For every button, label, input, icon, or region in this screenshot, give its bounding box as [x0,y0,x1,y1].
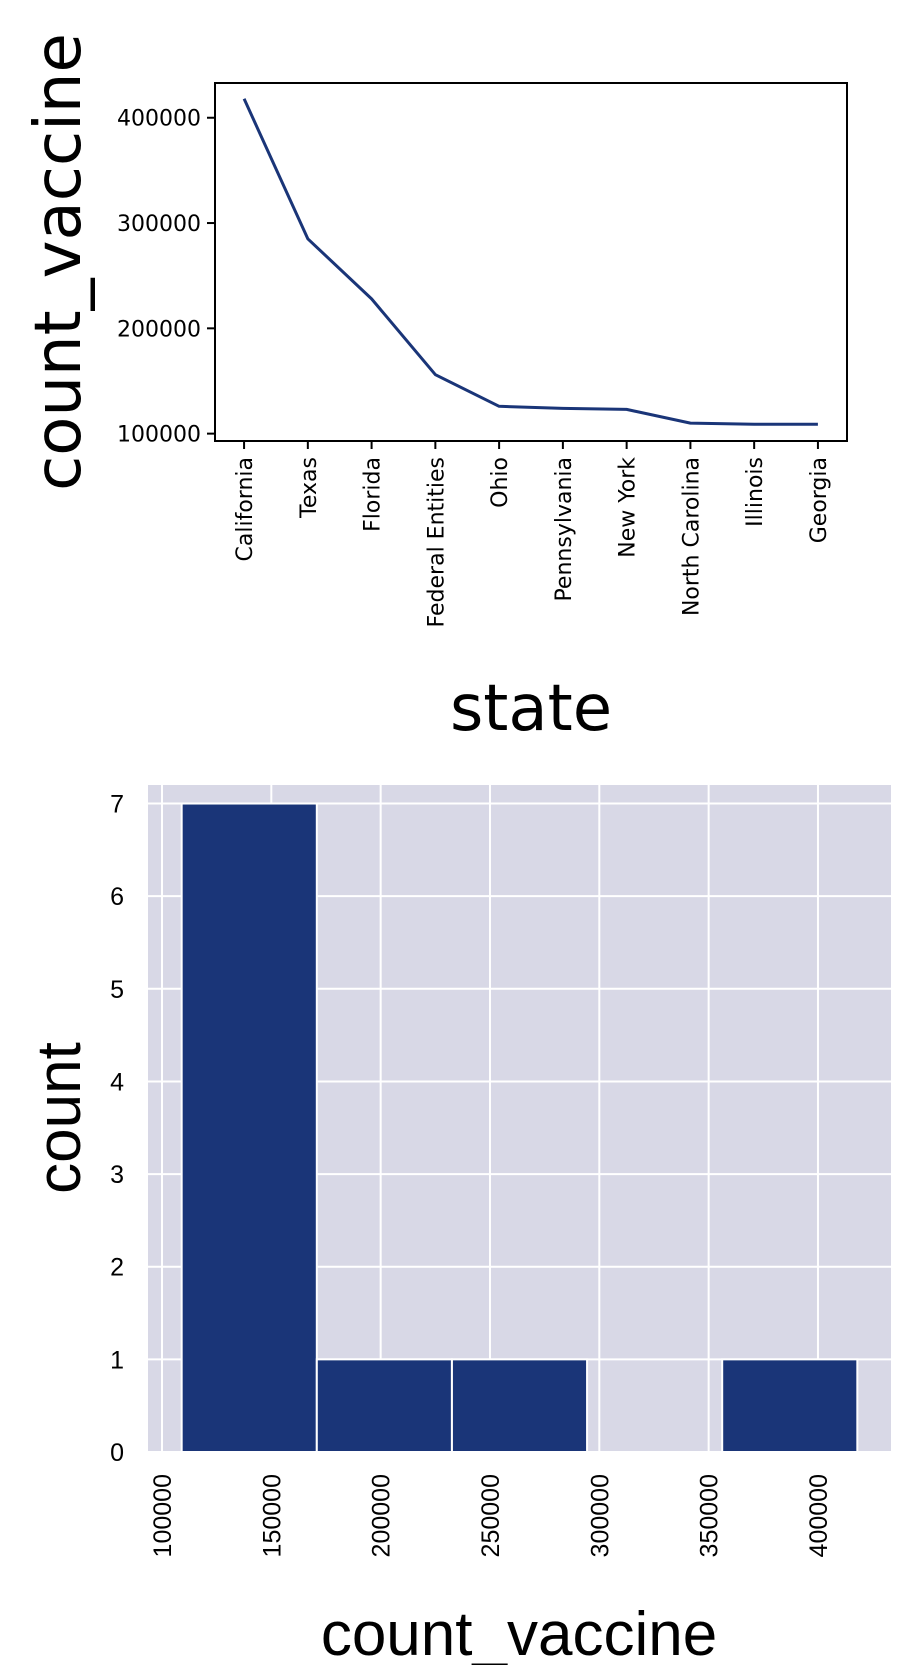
histogram-y-tick-label: 6 [110,883,124,911]
line-chart-y-tick-label: 300000 [117,212,201,237]
line-chart-x-tick-label: North Carolina [679,457,704,616]
histogram-x-ticks: 100000 150000 200000 250000 300000 350000 4000… [149,1474,833,1557]
histogram-x-tick-label: 400000 [805,1474,833,1557]
histogram-bar [721,1358,859,1453]
line-chart-y-tick-label: 200000 [117,317,201,342]
histogram-x-tick-label: 100000 [149,1474,177,1557]
histogram-bars [180,802,859,1453]
histogram-bar [450,1358,589,1453]
line-chart-x-tick-label: New York [616,457,641,558]
line-chart-y-axis-label: count_vaccine [22,33,96,491]
histogram-x-axis-label: count_vaccine [321,1600,717,1665]
histogram-y-tick-label: 5 [110,976,124,1004]
histogram-chart: 0 1 2 3 4 5 6 7 100000 150000 200000 250000 300000 3… [25,785,891,1665]
histogram-x-tick-label: 200000 [368,1474,396,1557]
line-chart-plot-area [214,82,848,442]
line-chart-x-ticks: California Texas Florida Federal Entities Oh… [233,441,832,627]
line-chart-x-tick-label: Illinois [743,457,768,527]
line-chart-x-axis-label: state [450,672,612,746]
histogram-y-tick-label: 1 [110,1346,124,1374]
histogram-y-ticks: 0 1 2 3 4 5 6 7 [110,791,124,1467]
line-chart-x-tick-label: California [233,457,258,561]
line-chart-x-tick-label: Ohio [488,457,513,508]
histogram-y-tick-label: 7 [110,791,124,819]
histogram-y-tick-label: 3 [110,1161,124,1189]
histogram-bar [180,802,318,1453]
histogram-y-tick-label: 0 [110,1439,124,1467]
line-chart-x-tick-label: Texas [297,457,322,519]
line-chart-series-line [242,98,818,426]
histogram-x-tick-label: 350000 [696,1474,724,1557]
line-chart-x-tick-label: Florida [361,457,386,532]
line-chart-x-tick-label: Federal Entities [424,457,449,627]
line-chart-y-tick-label: 100000 [117,423,201,448]
line-chart-x-tick-label: Pennsylvania [552,457,577,602]
line-chart: 100000 200000 300000 400000 California Texas… [22,33,848,746]
line-chart-x-tick-label: Georgia [807,457,832,543]
line-chart-y-tick-label: 400000 [117,107,201,132]
histogram-y-tick-label: 2 [110,1254,124,1282]
line-chart-y-ticks: 100000 200000 300000 400000 [117,107,215,448]
histogram-x-tick-label: 150000 [258,1474,286,1557]
histogram-x-tick-label: 250000 [477,1474,505,1557]
histogram-x-tick-label: 300000 [586,1474,614,1557]
histogram-bar [315,1358,453,1453]
histogram-y-tick-label: 4 [110,1068,124,1096]
histogram-y-axis-label: count [25,1042,94,1194]
